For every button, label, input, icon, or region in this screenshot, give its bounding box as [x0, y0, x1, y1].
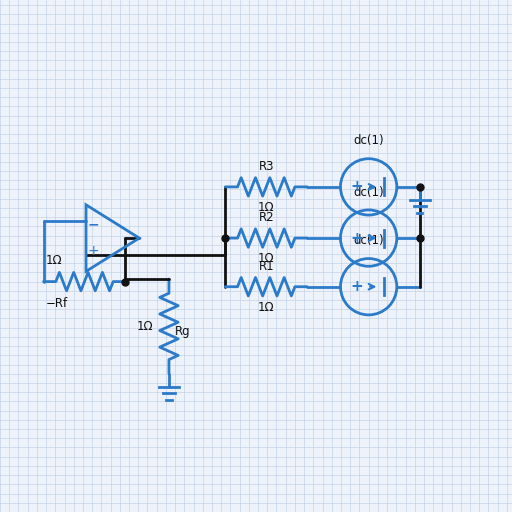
Text: dc(1): dc(1) — [353, 234, 384, 247]
Text: 1Ω: 1Ω — [258, 252, 274, 265]
Text: dc(1): dc(1) — [353, 135, 384, 147]
Text: R3: R3 — [259, 160, 274, 173]
Text: 1Ω: 1Ω — [258, 201, 274, 214]
Text: −: − — [88, 218, 99, 232]
Text: +: + — [350, 179, 363, 195]
Text: 1Ω: 1Ω — [46, 254, 62, 267]
Text: R2: R2 — [259, 211, 274, 224]
Text: +: + — [350, 279, 363, 294]
Text: 1Ω: 1Ω — [137, 320, 154, 333]
Text: R1: R1 — [259, 260, 274, 273]
Text: 1Ω: 1Ω — [258, 301, 274, 313]
Text: +: + — [350, 230, 363, 246]
Text: dc(1): dc(1) — [353, 186, 384, 199]
Text: −Rf: −Rf — [46, 297, 68, 310]
Text: Rg: Rg — [175, 325, 191, 338]
Text: +: + — [88, 244, 99, 259]
